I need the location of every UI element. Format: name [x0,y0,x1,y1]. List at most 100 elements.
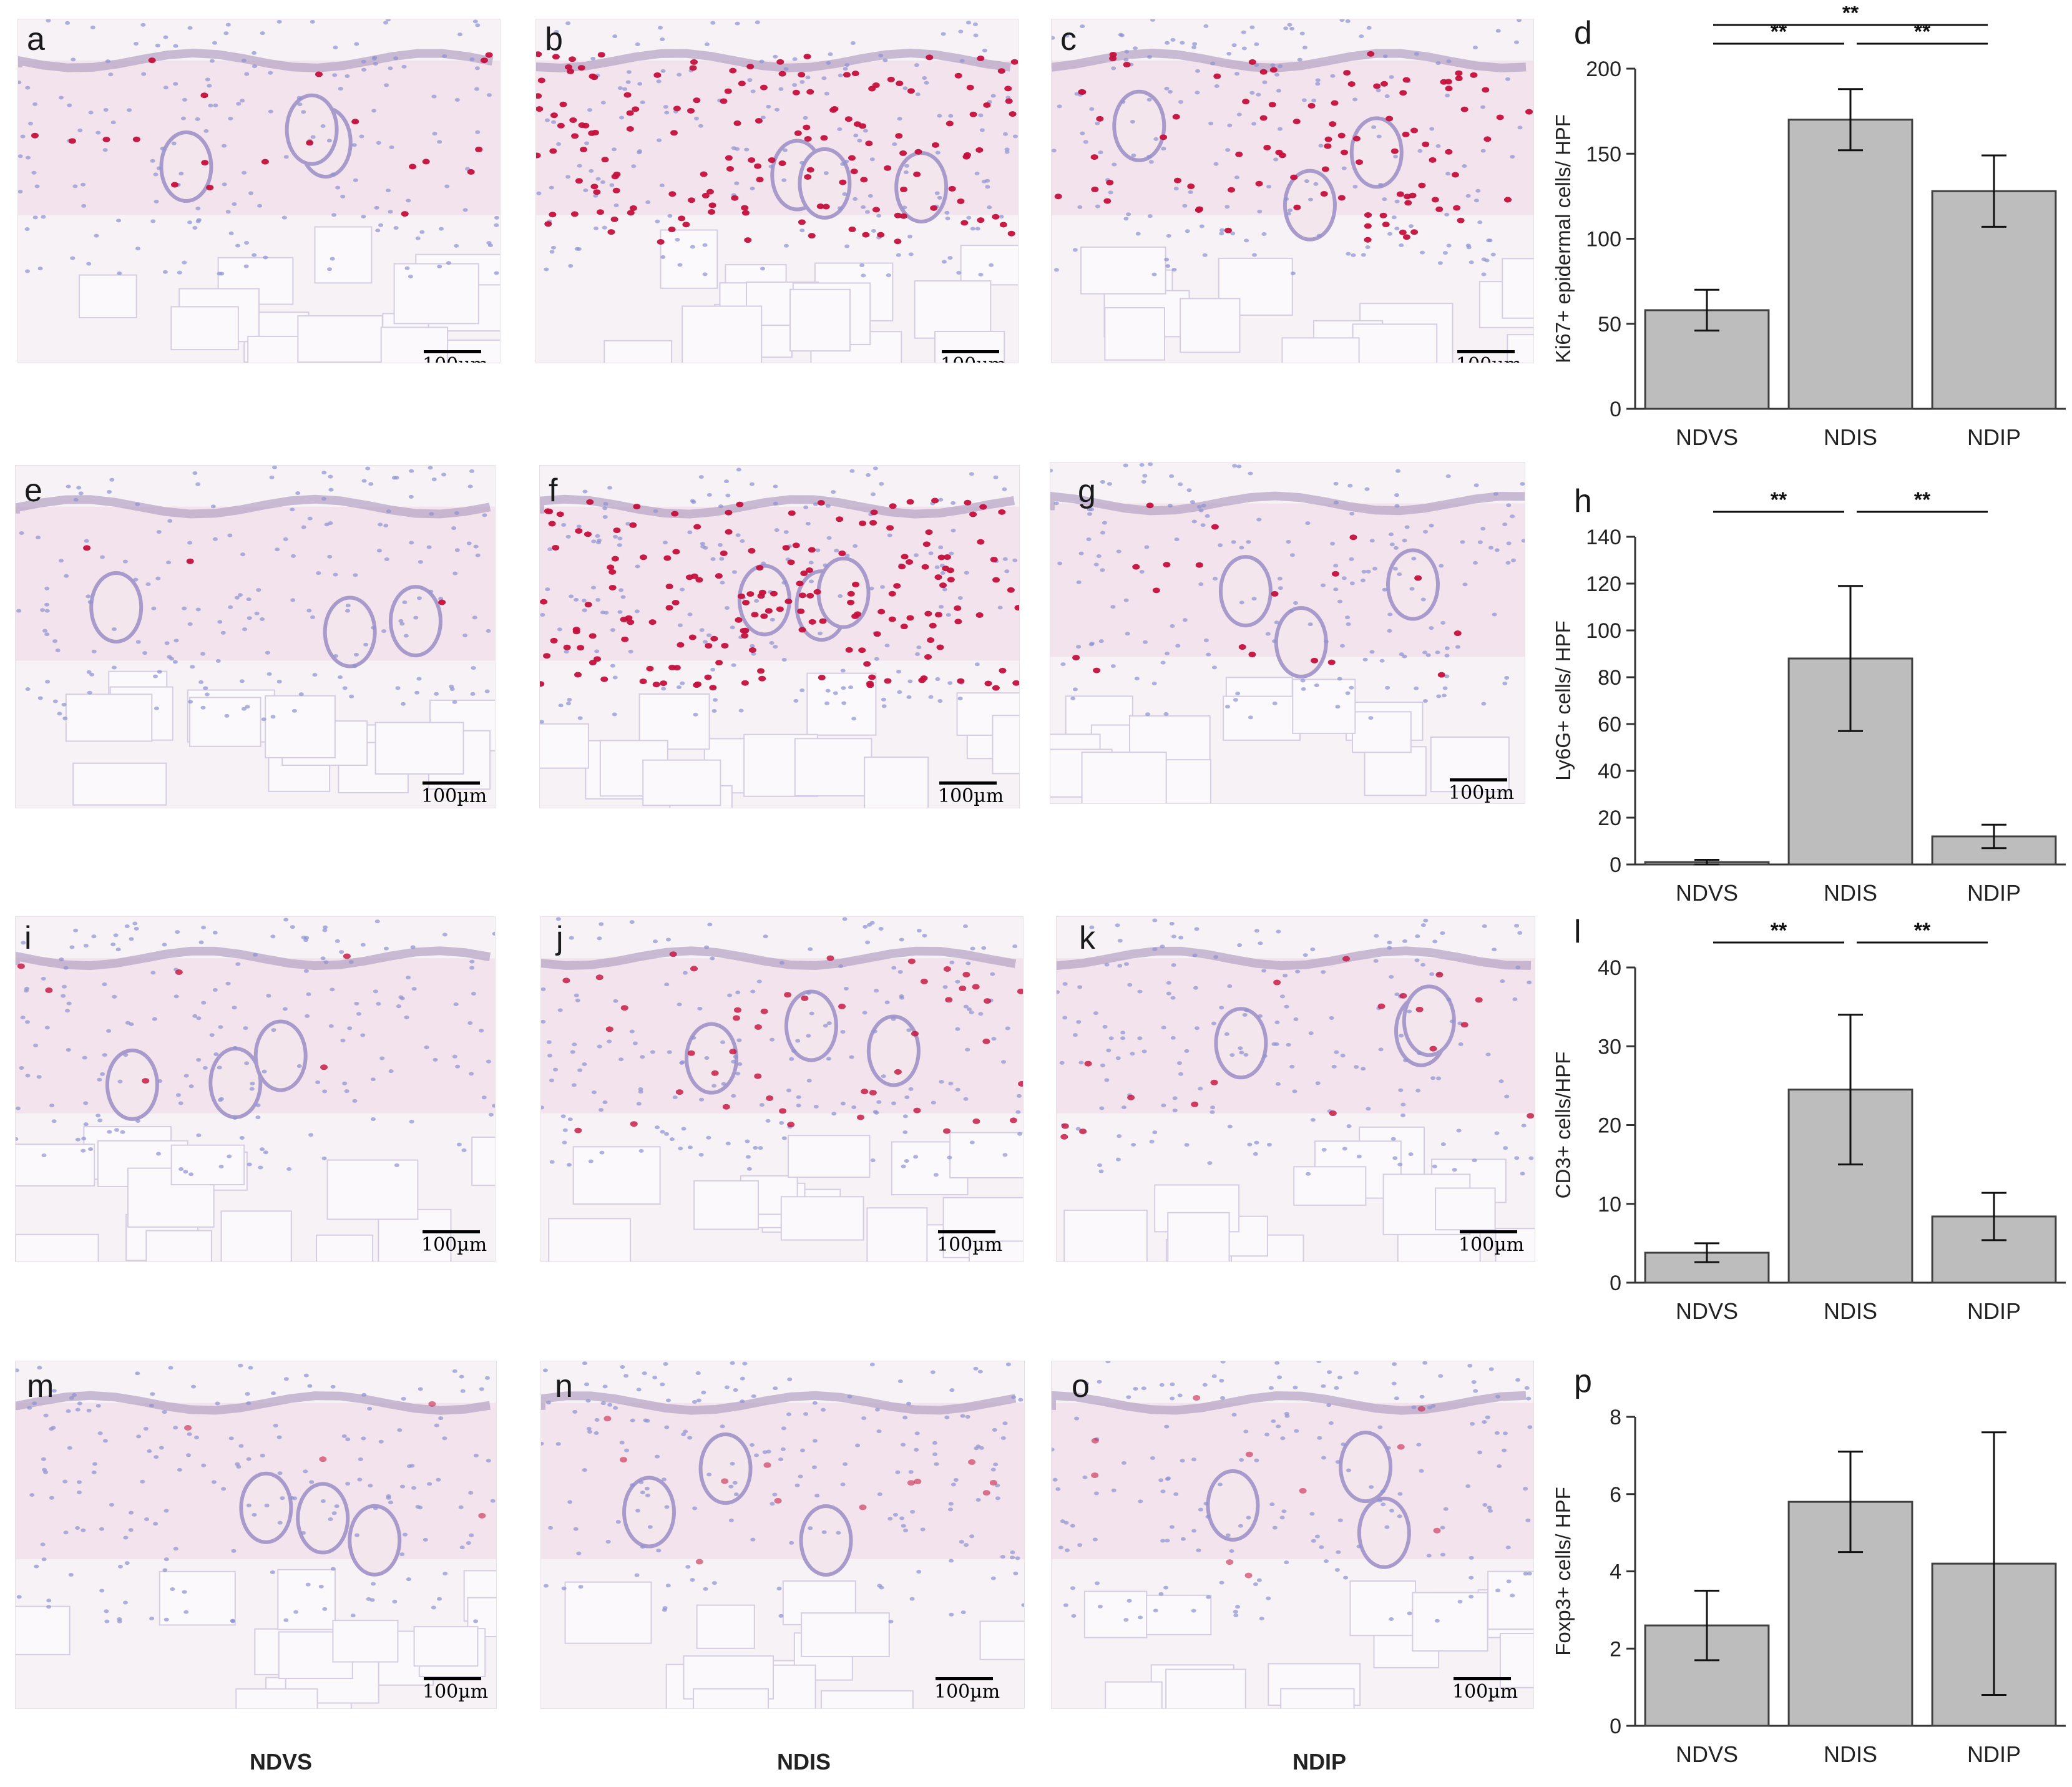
x-tick-label: NDIP [1967,1741,2021,1767]
micrograph-panel-e: e 100µm [15,465,496,808]
micrograph-image [540,466,1019,808]
y-tick-label: 0 [1610,1715,1621,1738]
x-tick-label: NDIP [1967,424,2021,450]
micrograph-image [1052,1361,1533,1708]
scale-bar [939,781,997,785]
scale-bar [424,350,481,353]
y-tick-label: 80 [1598,666,1621,690]
scale-bar [936,1677,993,1680]
y-tick-label: 100 [1586,228,1621,252]
x-tick-label: NDVS [1676,424,1738,450]
y-tick-label: 30 [1598,1035,1621,1059]
micrograph-image [16,1361,496,1708]
panel-letter: g [1078,473,1096,509]
y-tick-label: 200 [1586,57,1621,81]
y-tick-label: 0 [1610,1271,1621,1295]
micrograph-image [16,466,495,808]
x-tick-label: NDIS [1824,1298,1877,1324]
y-tick-label: 4 [1610,1560,1621,1584]
x-tick-label: NDVS [1676,1741,1738,1767]
micrograph-image [16,917,495,1261]
bar-chart-l: l 0 10 20 30 40 CD3+ cells/HPF NDVS NDIS NDIP ** ** [1552,914,2066,1324]
scale-bar-label: 100µm [421,785,487,807]
significance-label: ** [1771,919,1787,942]
y-tick-label: 10 [1598,1193,1621,1217]
x-tick-label: NDIP [1967,880,2021,906]
micrograph-image [18,19,500,363]
y-tick-label: 120 [1586,572,1621,596]
y-tick-label: 40 [1598,956,1621,980]
scale-bar-label: 100µm [423,354,488,363]
bar-chart-d: d 0 50 100 150 200 Ki67+ epidermal cells/ HPF N… [1552,6,2066,450]
y-tick-label: 150 [1586,142,1621,166]
panel-letter: n [555,1368,573,1404]
micrograph-image [541,1361,1024,1708]
panel-letter: m [27,1368,54,1404]
scale-bar-label: 100µm [937,1234,1003,1256]
y-axis-label: Foxp3+ cells/ HPF [1552,1487,1575,1656]
y-tick-label: 0 [1610,398,1621,421]
micrograph-panel-j: j 100µm [540,916,1024,1262]
panel-letter: l [1574,914,1581,950]
micrograph-panel-i: i 100µm [15,916,496,1262]
x-tick-label: NDVS [1676,1298,1738,1324]
micrograph-panel-b: b 100µm [535,19,1019,363]
x-tick-label: NDIS [1824,880,1877,906]
significance-label: ** [1914,919,1931,942]
bar-chart-h: h 0 20 40 60 80 100 120 140 Ly6G+ cells/ HPF NDVS N… [1552,483,2066,906]
y-tick-label: 20 [1598,806,1621,830]
y-tick-label: 40 [1598,760,1621,783]
scale-bar [424,1677,481,1680]
scale-bar-label: 100µm [938,785,1004,807]
micrograph-panel-n: n 100µm [540,1361,1025,1709]
x-tick-label: NDVS [1676,880,1738,906]
panel-letter: e [24,472,42,509]
y-axis-label: Ly6G+ cells/ HPF [1552,620,1575,780]
micrograph-panel-f: f 100µm [539,465,1020,808]
scale-bar [423,1230,480,1233]
scale-bar-label: 100µm [423,1681,489,1703]
bar [1787,119,1913,410]
panel-letter: j [556,920,564,956]
scale-bar-label: 100µm [1452,1681,1518,1703]
scale-bar [1457,350,1515,353]
panel-letter: i [24,920,32,956]
scale-bar [1460,1230,1517,1233]
scale-bar-label: 100µm [941,354,1006,363]
y-axis-label: CD3+ cells/HPF [1552,1052,1575,1199]
significance-label: ** [1914,488,1931,512]
micrograph-panel-a: a 100µm [17,19,501,363]
significance-label: ** [1771,20,1787,44]
scale-bar [1450,778,1507,781]
column-caption-ndip: NDIP [1292,1749,1346,1775]
y-tick-label: 2 [1610,1637,1621,1661]
micrograph-image [541,917,1023,1261]
y-tick-label: 0 [1610,853,1621,877]
significance-label: ** [1914,20,1931,44]
scale-bar [938,1230,995,1233]
panel-letter: c [1060,21,1077,57]
panel-letter: o [1072,1368,1090,1404]
column-caption-ndvs: NDVS [249,1749,313,1775]
micrograph-panel-k: k 100µm [1056,916,1535,1262]
panel-letter: f [549,472,558,509]
micrograph-image [1050,463,1525,803]
scale-bar-label: 100µm [934,1681,1000,1703]
significance-label: ** [1842,6,1859,25]
micrograph-panel-o: o 100µm [1051,1361,1534,1709]
x-tick-label: NDIS [1824,1741,1877,1767]
y-tick-label: 140 [1586,526,1621,549]
scale-bar [423,781,480,785]
micrograph-panel-g: g 100µm [1050,462,1525,804]
panel-letter: h [1574,483,1592,519]
x-tick-label: NDIP [1967,1298,2021,1324]
micrograph-image [1052,19,1533,363]
y-tick-label: 8 [1610,1406,1621,1429]
panel-letter: p [1574,1363,1592,1399]
panel-letter: b [545,21,563,57]
scale-bar-label: 100µm [421,1234,487,1256]
y-tick-label: 100 [1586,619,1621,643]
scale-bar-label: 100µm [1459,1234,1525,1256]
y-tick-label: 6 [1610,1483,1621,1507]
scale-bar-label: 100µm [1449,782,1515,804]
